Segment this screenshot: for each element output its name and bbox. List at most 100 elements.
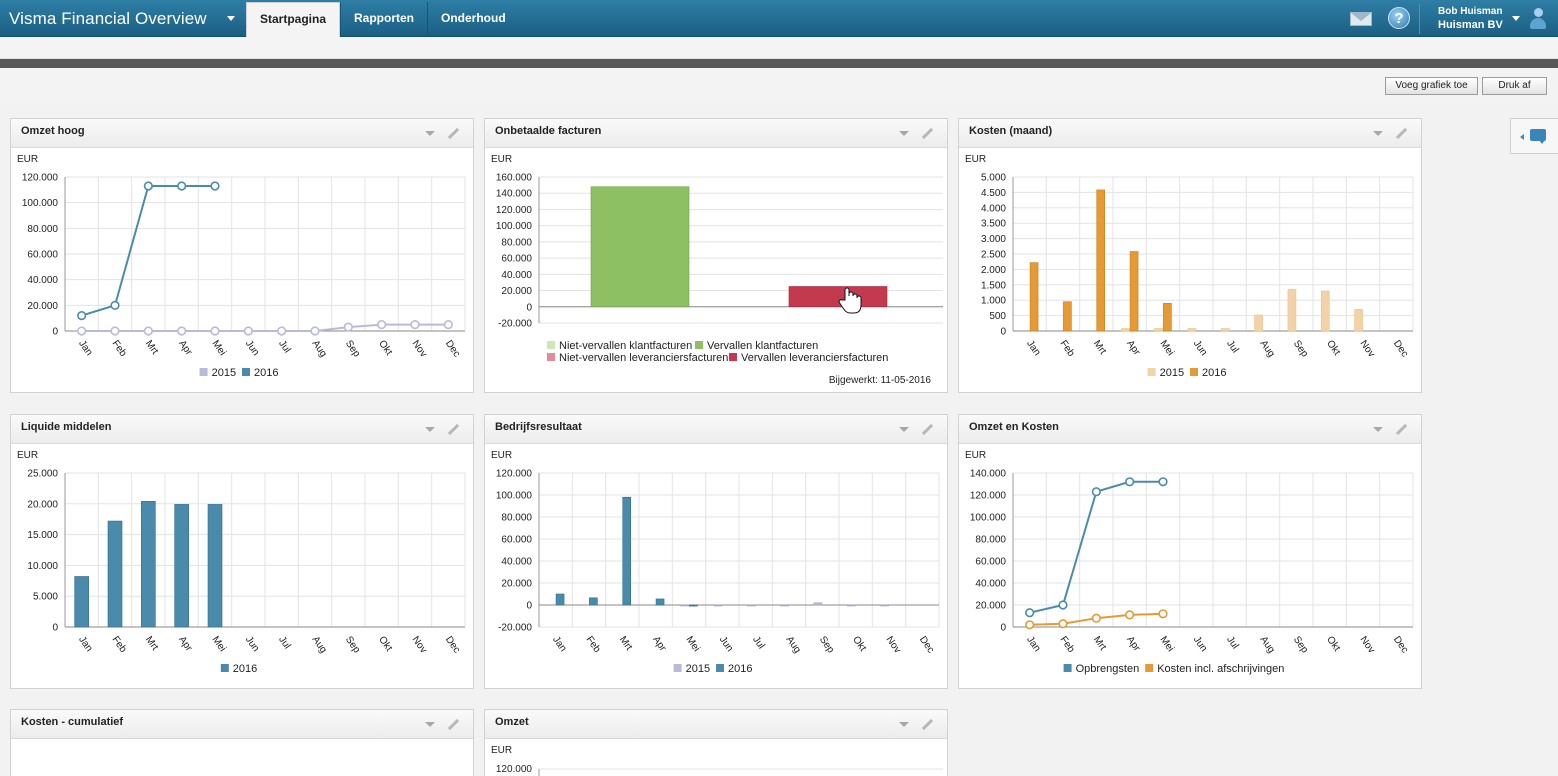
- legend-label: 2015: [1160, 367, 1184, 379]
- x-tick-label: Apr: [1124, 634, 1142, 654]
- data-point: [443, 319, 453, 330]
- legend-label: 2016: [728, 663, 752, 675]
- user-menu-caret-icon[interactable]: [1512, 16, 1520, 21]
- divider-strip: [0, 59, 1558, 68]
- comment-icon: [1530, 129, 1546, 144]
- x-tick-label: Dec: [1391, 338, 1410, 359]
- bar: [788, 286, 888, 308]
- x-tick-label: Mei: [210, 634, 228, 654]
- side-panel-toggle[interactable]: [1510, 118, 1558, 154]
- edit-pencil-icon[interactable]: [448, 719, 459, 730]
- tab-rapporten[interactable]: Rapporten: [340, 2, 427, 37]
- widget-menu-icon[interactable]: [1373, 427, 1383, 432]
- data-point: [143, 181, 153, 191]
- data-point: [1125, 477, 1135, 487]
- edit-pencil-icon[interactable]: [922, 128, 933, 139]
- axis-unit-label: EUR: [491, 450, 512, 461]
- widget-menu-icon[interactable]: [1373, 131, 1383, 136]
- x-tick-label: Feb: [110, 338, 129, 359]
- widget-header: Omzet: [485, 710, 947, 739]
- user-icon[interactable]: [1529, 8, 1547, 30]
- x-tick-label: Dec: [917, 634, 936, 655]
- data-point: [1058, 619, 1068, 629]
- data-point: [1025, 608, 1035, 618]
- bar: [1220, 328, 1230, 332]
- help-icon[interactable]: ?: [1388, 7, 1410, 29]
- widget-menu-icon[interactable]: [899, 131, 909, 136]
- y-tick-label: 120.000: [496, 469, 533, 480]
- app-menu-caret-icon[interactable]: [227, 16, 235, 21]
- bar: [713, 604, 723, 607]
- user-name[interactable]: Bob Huisman: [1438, 6, 1503, 17]
- tab-onderhoud[interactable]: Onderhoud: [427, 2, 519, 37]
- add-chart-button[interactable]: Voeg grafiek toe: [1385, 77, 1478, 95]
- widget-menu-icon[interactable]: [899, 722, 909, 727]
- data-point: [177, 181, 187, 191]
- bar: [813, 602, 823, 606]
- axis-unit-label: EUR: [965, 154, 986, 165]
- legend-label: 2016: [254, 367, 278, 379]
- mail-icon[interactable]: [1350, 12, 1372, 26]
- widget-header: Liquide middelen: [11, 415, 473, 444]
- edit-pencil-icon[interactable]: [448, 128, 459, 139]
- data-point: [1158, 609, 1168, 619]
- widget-menu-icon[interactable]: [899, 427, 909, 432]
- y-tick-label: 4.000: [981, 203, 1006, 214]
- y-tick-label: 2.500: [981, 250, 1006, 261]
- edit-pencil-icon[interactable]: [448, 424, 459, 435]
- bar: [1029, 262, 1039, 332]
- legend-label: Vervallen leveranciersfacturen: [741, 352, 888, 364]
- bar: [174, 504, 189, 628]
- x-tick-label: Nov: [1358, 338, 1377, 359]
- edit-pencil-icon[interactable]: [1396, 128, 1407, 139]
- y-tick-label: 0: [52, 623, 58, 634]
- x-tick-label: Sep: [343, 338, 362, 359]
- bar: [107, 520, 123, 628]
- widget-menu-icon[interactable]: [425, 427, 435, 432]
- x-tick-label: Aug: [310, 338, 329, 359]
- series-line: [81, 323, 449, 332]
- x-tick-label: Jan: [76, 338, 94, 358]
- edit-pencil-icon[interactable]: [1396, 424, 1407, 435]
- bar: [1063, 301, 1072, 332]
- y-tick-label: 0: [1000, 327, 1006, 338]
- axis-unit-label: EUR: [491, 745, 512, 756]
- x-tick-label: Mei: [684, 634, 702, 654]
- edit-pencil-icon[interactable]: [922, 424, 933, 435]
- data-point: [243, 326, 253, 336]
- data-point: [110, 300, 120, 310]
- user-company[interactable]: Huisman BV: [1438, 19, 1503, 31]
- data-point: [377, 319, 387, 330]
- app-title[interactable]: Visma Financial Overview: [9, 9, 207, 28]
- y-tick-label: 80.000: [501, 513, 532, 524]
- widget-header: Onbetaalde facturen: [485, 119, 947, 148]
- y-tick-label: 140.000: [496, 189, 533, 200]
- legend-swatch: [547, 353, 555, 361]
- data-point: [210, 326, 220, 336]
- divider: [1419, 4, 1420, 34]
- x-tick-label: Dec: [1391, 634, 1410, 655]
- legend-swatch: [1145, 664, 1154, 672]
- edit-pencil-icon[interactable]: [922, 719, 933, 730]
- y-tick-label: 120.000: [496, 764, 533, 775]
- x-tick-label: Aug: [310, 634, 329, 655]
- x-tick-label: Okt: [376, 634, 394, 653]
- data-point: [110, 326, 120, 336]
- y-tick-label: 4.500: [981, 188, 1006, 199]
- x-tick-label: Aug: [784, 634, 803, 655]
- y-tick-label: 500: [989, 311, 1006, 322]
- widget-title: Omzet en Kosten: [969, 421, 1059, 433]
- y-tick-label: 20.000: [975, 601, 1006, 612]
- y-tick-label: 100.000: [22, 198, 59, 209]
- widget-menu-icon[interactable]: [425, 722, 435, 727]
- widget-menu-icon[interactable]: [425, 131, 435, 136]
- x-tick-label: Jan: [76, 634, 94, 654]
- y-tick-label: 80.000: [975, 535, 1006, 546]
- sub-bar: [0, 37, 1558, 59]
- print-button[interactable]: Druk af: [1482, 77, 1547, 95]
- tab-startpagina[interactable]: Startpagina: [246, 2, 341, 37]
- y-tick-label: -20.000: [498, 623, 532, 634]
- y-tick-label: 5.000: [33, 592, 58, 603]
- bar: [555, 593, 565, 606]
- y-tick-label: 100.000: [496, 491, 533, 502]
